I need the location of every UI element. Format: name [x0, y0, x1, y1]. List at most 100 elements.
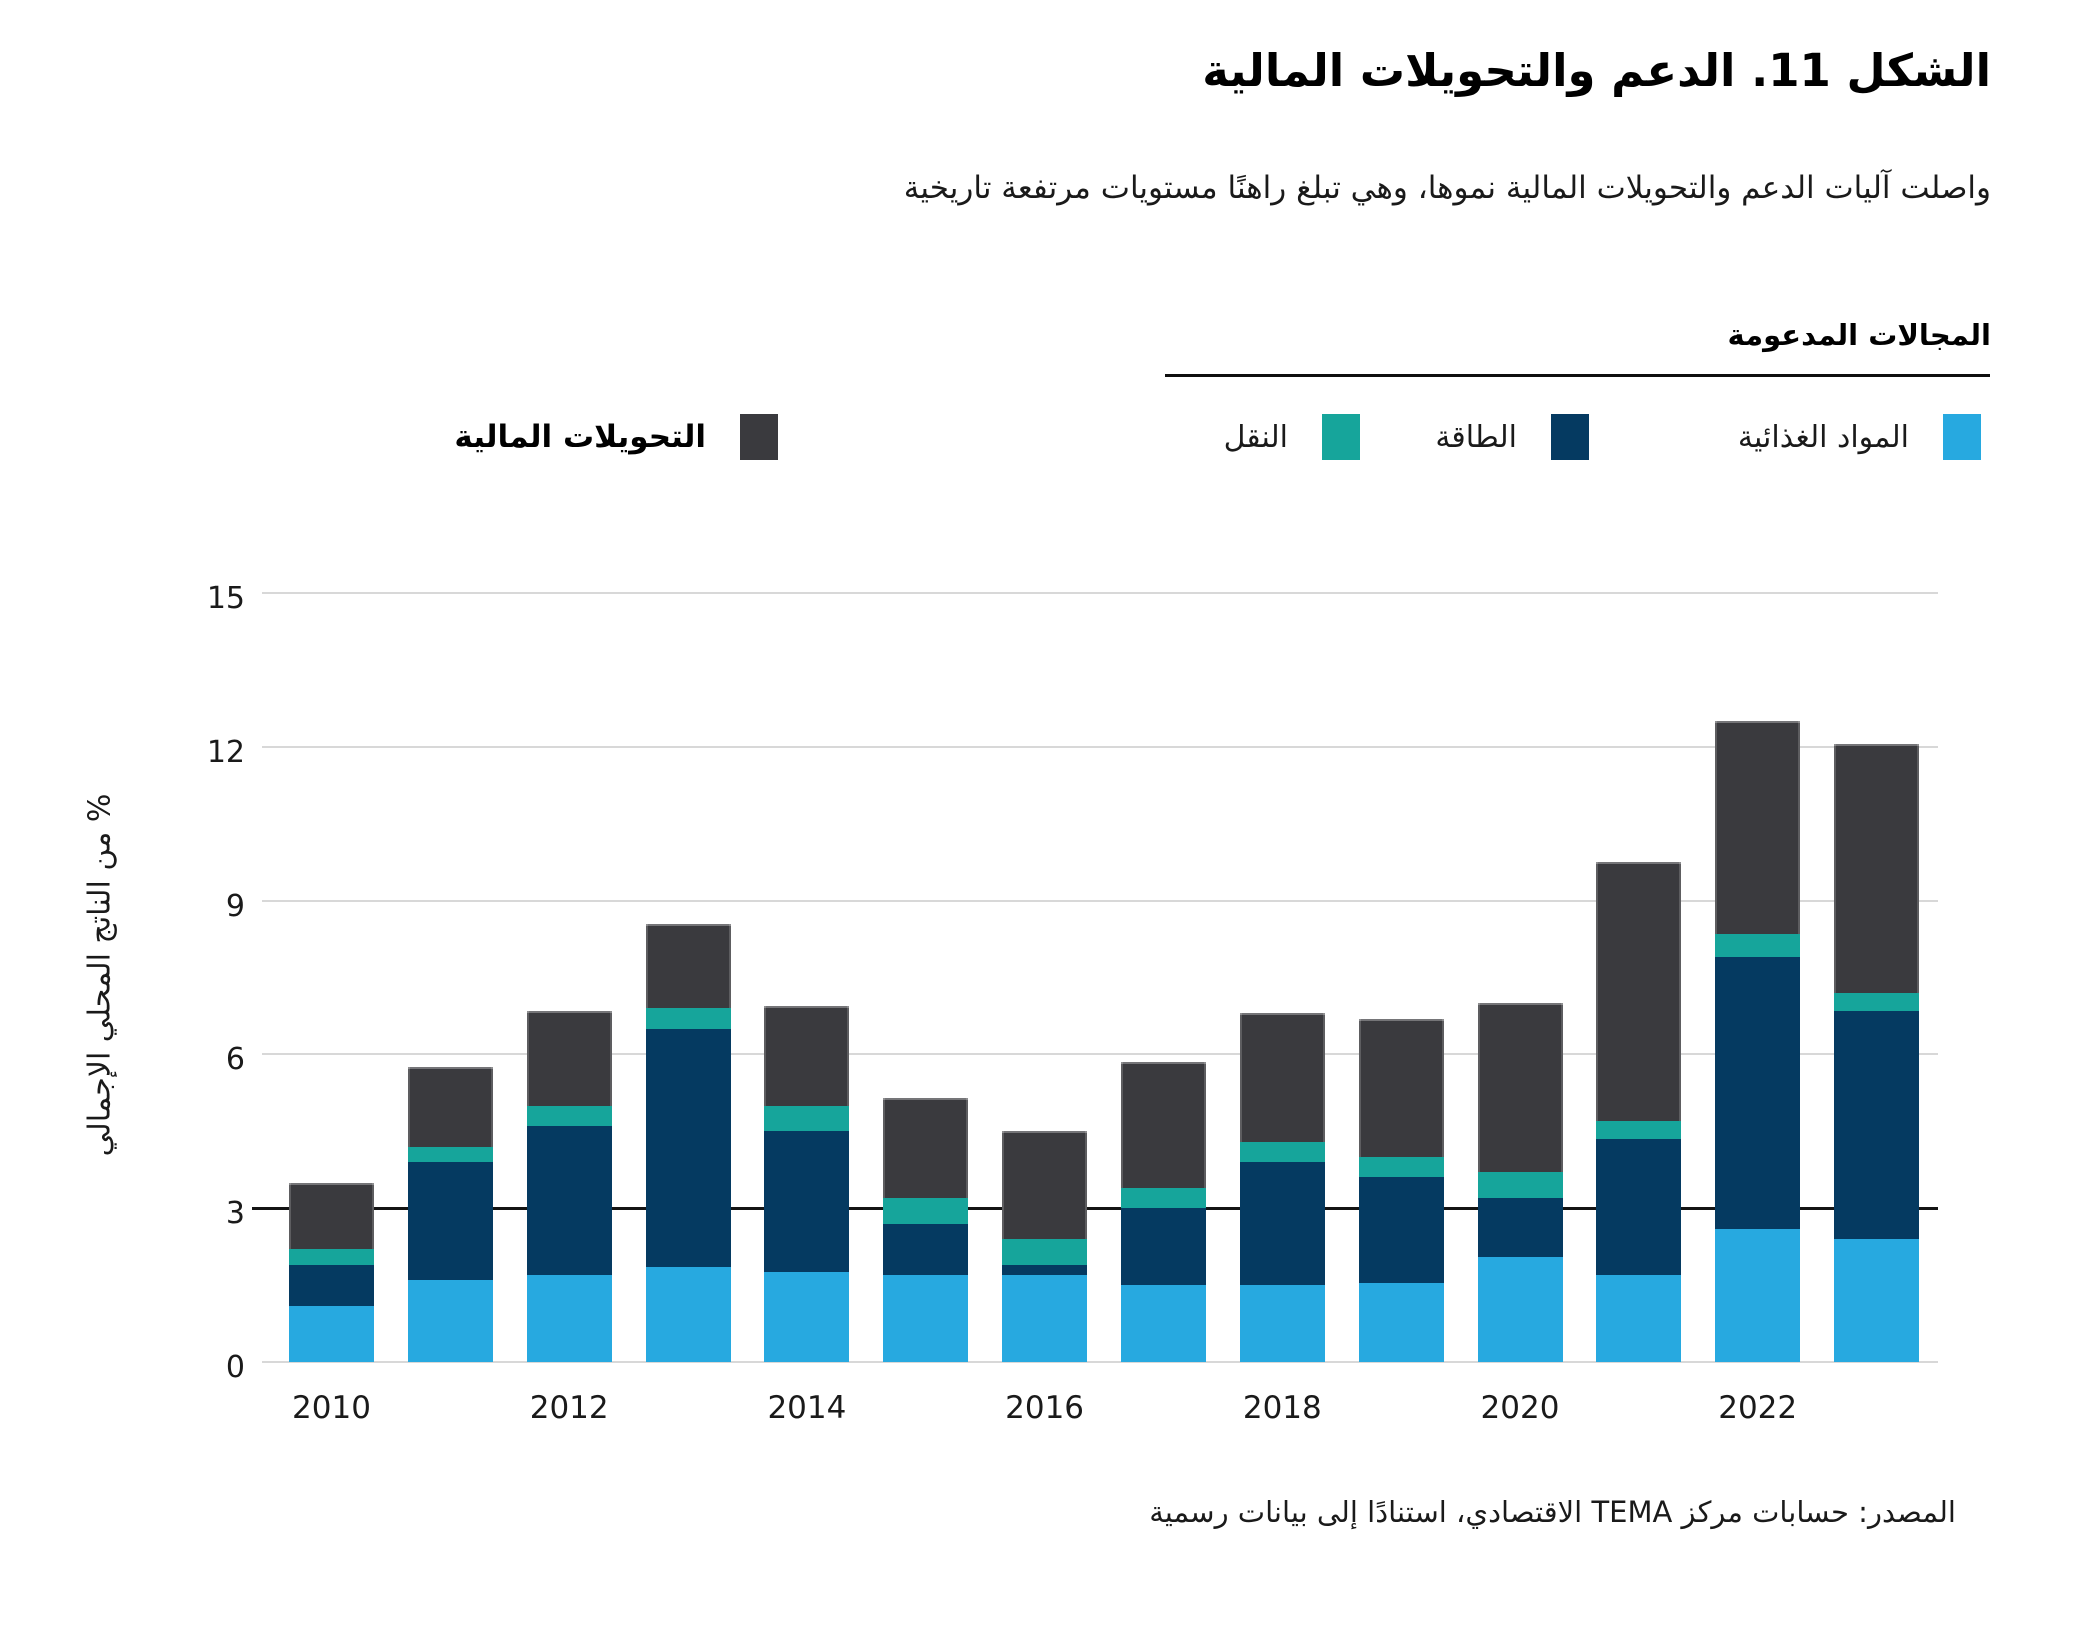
segment-transfers-2011	[407, 1067, 493, 1147]
segment-food-2015	[883, 1274, 969, 1362]
x-tick-label-2012: 2012	[529, 1390, 609, 1426]
legend-underline	[1165, 374, 1990, 377]
gridline-15	[262, 591, 1938, 594]
legend-item-transfers: التحويلات المالية	[454, 414, 778, 460]
segment-transfers-2013	[645, 923, 731, 1009]
bar-2014	[764, 1005, 850, 1362]
segment-transfers-2018	[1239, 1013, 1325, 1142]
legend-item-energy: الطاقة	[1435, 414, 1589, 460]
segment-transport-2018	[1239, 1141, 1325, 1163]
x-tick-label-2010: 2010	[292, 1390, 371, 1426]
segment-transport-2013	[645, 1008, 731, 1029]
segment-energy-2016	[1002, 1264, 1088, 1275]
segment-food-2014	[764, 1272, 850, 1362]
gridline-12	[262, 745, 1938, 748]
segment-transfers-2015	[883, 1098, 969, 1198]
segment-transport-2015	[883, 1197, 969, 1224]
segment-food-2020	[1477, 1256, 1563, 1362]
segment-energy-2023	[1834, 1010, 1920, 1239]
legend-item-transport: النقل	[1224, 414, 1360, 460]
segment-transport-2017	[1120, 1187, 1206, 1209]
segment-food-2010	[289, 1305, 374, 1362]
energy-swatch	[1551, 414, 1589, 460]
food-swatch	[1943, 414, 1981, 460]
bar-2018	[1239, 1013, 1325, 1362]
gridline-6	[262, 1053, 1938, 1056]
segment-food-2019	[1358, 1282, 1444, 1362]
bar-2019	[1358, 1018, 1444, 1362]
bar-2017	[1120, 1062, 1206, 1362]
x-tick-label-2022: 2022	[1718, 1390, 1798, 1426]
figure-subtitle: واصلت آليات الدعم والتحويلات المالية نمو…	[903, 170, 1991, 206]
segment-energy-2020	[1477, 1197, 1563, 1257]
y-tick-label-6: 6	[225, 1042, 245, 1078]
bar-2015	[883, 1098, 969, 1362]
legend-item-label: المواد الغذائية	[1737, 419, 1909, 455]
legend-item-label: النقل	[1223, 419, 1288, 455]
segment-transfers-2023	[1834, 744, 1920, 993]
segment-food-2018	[1239, 1285, 1325, 1362]
y-tick-label-15: 15	[206, 580, 245, 616]
segment-food-2013	[645, 1267, 731, 1362]
legend-item-label: التحويلات المالية	[454, 419, 706, 455]
bar-2021	[1596, 862, 1682, 1362]
bar-2010	[289, 1182, 374, 1362]
legend-header: المجالات المدعومة	[1727, 318, 1991, 352]
segment-energy-2014	[764, 1131, 850, 1273]
segment-transfers-2012	[526, 1010, 612, 1106]
x-tick-label-2018: 2018	[1242, 1390, 1322, 1426]
legend-item-label: الطاقة	[1435, 419, 1517, 455]
segment-transport-2016	[1002, 1238, 1088, 1265]
segment-transport-2012	[526, 1105, 612, 1127]
transport-swatch	[1322, 414, 1360, 460]
segment-food-2023	[1834, 1238, 1920, 1362]
transfers-swatch	[740, 414, 778, 460]
segment-energy-2018	[1239, 1162, 1325, 1286]
segment-transfers-2014	[764, 1005, 850, 1106]
segment-food-2012	[526, 1274, 612, 1362]
segment-food-2021	[1596, 1274, 1682, 1362]
x-tick-label-2014: 2014	[767, 1390, 847, 1426]
x-tick-label-2016: 2016	[1005, 1390, 1085, 1426]
bar-2023	[1834, 744, 1920, 1362]
segment-energy-2022	[1715, 957, 1801, 1229]
segment-food-2022	[1715, 1228, 1801, 1362]
segment-energy-2010	[289, 1264, 374, 1306]
segment-energy-2021	[1596, 1139, 1682, 1275]
bar-2022	[1715, 721, 1801, 1362]
legend-item-food: المواد الغذائية	[1738, 414, 1981, 460]
segment-transfers-2020	[1477, 1003, 1563, 1173]
segment-energy-2012	[526, 1126, 612, 1275]
segment-transport-2010	[289, 1249, 374, 1265]
y-axis-title: % من الناتج المحلي الإجمالي	[82, 793, 118, 1157]
segment-transport-2014	[764, 1105, 850, 1132]
bar-2011	[407, 1067, 493, 1362]
segment-food-2017	[1120, 1285, 1206, 1362]
segment-energy-2015	[883, 1223, 969, 1275]
segment-transport-2022	[1715, 933, 1801, 958]
segment-energy-2013	[645, 1028, 731, 1268]
segment-transfers-2010	[289, 1182, 374, 1250]
x-tick-label-2020: 2020	[1480, 1390, 1560, 1426]
bar-2016	[1002, 1131, 1088, 1362]
gridline-0	[262, 1361, 1938, 1363]
segment-food-2016	[1002, 1274, 1088, 1362]
segment-transport-2023	[1834, 992, 1920, 1011]
segment-transfers-2021	[1596, 862, 1682, 1122]
bar-2012	[526, 1010, 612, 1362]
segment-transport-2011	[407, 1146, 493, 1163]
segment-transfers-2016	[1002, 1131, 1088, 1239]
y-tick-label-9: 9	[225, 888, 245, 924]
segment-transfers-2022	[1715, 721, 1801, 934]
segment-food-2011	[407, 1279, 493, 1362]
bar-2020	[1477, 1003, 1563, 1362]
segment-transport-2021	[1596, 1121, 1682, 1140]
figure-title: الشكل 11. الدعم والتحويلات المالية	[1202, 44, 1991, 97]
y-tick-label-12: 12	[206, 734, 245, 770]
y-tick-label-0: 0	[225, 1350, 245, 1385]
segment-transport-2019	[1358, 1156, 1444, 1178]
source-note: المصدر: حسابات مركز TEMA الاقتصادي، استن…	[1149, 1495, 1956, 1529]
segment-transfers-2017	[1120, 1062, 1206, 1188]
gridline-9	[262, 899, 1938, 902]
